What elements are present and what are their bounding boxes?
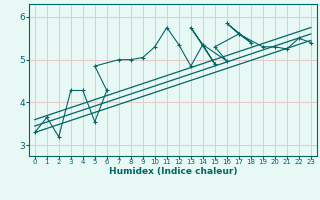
X-axis label: Humidex (Indice chaleur): Humidex (Indice chaleur) [108,167,237,176]
